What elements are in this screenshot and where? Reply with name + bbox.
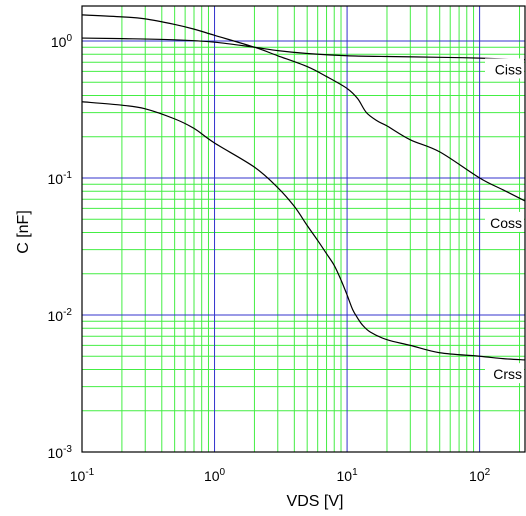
y-tick-label: 10-1 [48, 170, 73, 187]
series-label-coss: Coss [490, 215, 522, 231]
series-line-crss [81, 101, 526, 361]
series-line-coss [81, 14, 526, 202]
x-tick-label: 102 [469, 467, 491, 484]
x-tick-labels: 10-1 100 101 102 [70, 467, 491, 484]
x-tick-label: 100 [204, 467, 226, 484]
y-tick-labels: 10-3 10-2 10-1 100 [48, 33, 73, 461]
y-tick-label: 10-2 [48, 307, 73, 324]
series-label-bg-ciss [485, 58, 524, 79]
series-label-crss: Crss [493, 366, 522, 382]
y-tick-label: 10-3 [48, 444, 73, 461]
y-tick-label: 100 [51, 33, 73, 50]
series-labels: Ciss Coss Crss [485, 58, 524, 384]
x-axis-label: VDS [V] [287, 493, 344, 510]
series-label-bg-crss [485, 363, 524, 384]
series-label-ciss: Ciss [495, 61, 522, 77]
major-grid [82, 6, 525, 452]
plot-frame [81, 5, 526, 453]
x-tick-label: 10-1 [70, 467, 95, 484]
minor-grid [82, 6, 525, 452]
curves [81, 14, 526, 361]
y-axis-label: C [nF] [15, 210, 32, 254]
series-label-bg-coss [485, 211, 524, 232]
x-tick-label: 101 [337, 467, 359, 484]
series-line-ciss [81, 37, 526, 61]
